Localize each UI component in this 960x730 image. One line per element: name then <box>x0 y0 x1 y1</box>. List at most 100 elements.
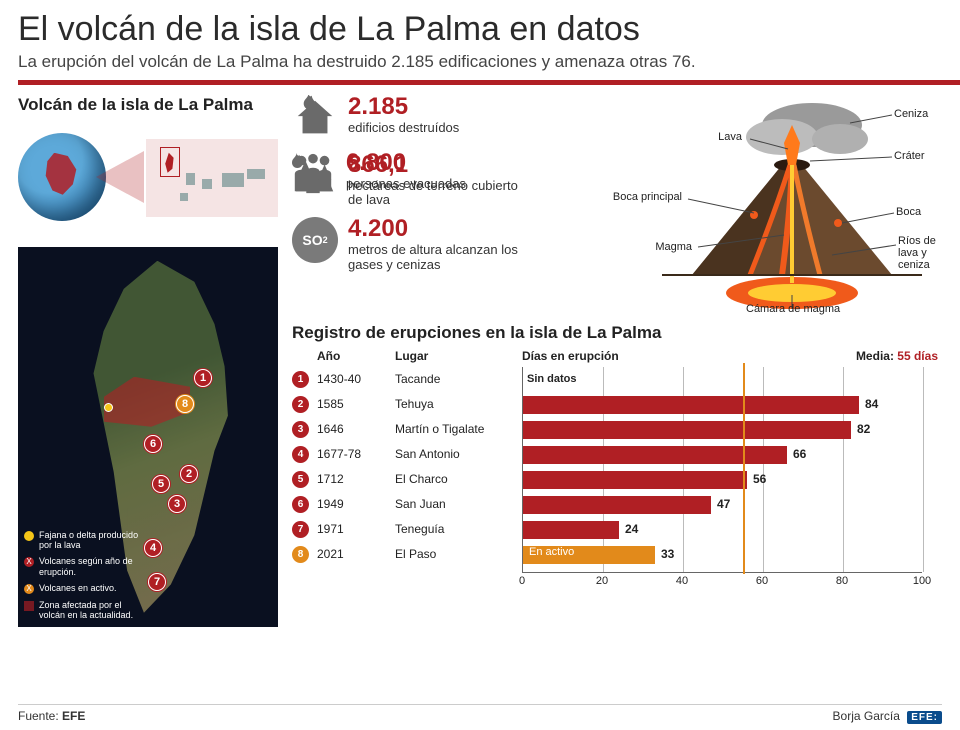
row-place: San Antonio <box>395 447 515 461</box>
row-place: Martín o Tigalate <box>395 422 515 436</box>
diagram-label-camara: Cámara de magma <box>746 303 840 315</box>
la-palma-satellite-map: 18625347 Fajana o delta producido por la… <box>18 247 278 627</box>
mean-line <box>743 363 745 574</box>
chart-heading: Registro de erupciones en la isla de La … <box>292 323 942 343</box>
chart-row: 3 1646Martín o Tigalate <box>292 417 522 442</box>
chart-row: 1 1430-40Tacande <box>292 367 522 392</box>
stat-label: edificios destruídos <box>348 121 459 135</box>
chart-row: 21585Tehuya <box>292 392 522 417</box>
diagram-label-boca: Boca <box>896 206 921 218</box>
chart-row: 51712El Charco <box>292 467 522 492</box>
bar <box>523 521 619 539</box>
so2-icon: SO2 <box>292 217 338 263</box>
volcano-marker: 8 <box>176 395 194 413</box>
bar <box>523 396 859 414</box>
row-bullet: 5 <box>292 471 309 488</box>
source-value: EFE <box>62 709 85 723</box>
col-header-year: Año <box>317 349 395 363</box>
legend-text: Zona afectada por el volcán en la actual… <box>39 600 142 621</box>
author: Borja García <box>833 709 900 723</box>
island-shape <box>186 173 195 185</box>
bar-inline-label: En activo <box>529 546 574 558</box>
row-bullet: 1 <box>292 371 309 388</box>
bar-value-label: 47 <box>717 497 730 511</box>
row-place: Tehuya <box>395 397 515 411</box>
credits: Borja García EFE: <box>833 709 942 724</box>
stat-label: metros de altura alcanzan los gases y ce… <box>348 243 518 272</box>
island-shape <box>222 173 244 187</box>
bar <box>523 446 787 464</box>
canary-islands-inset <box>146 139 278 217</box>
bar <box>523 496 711 514</box>
volcano-diagram: Ceniza Cráter Boca Ríos de lava y ceniza… <box>642 95 942 315</box>
col-header-days: Días en erupción <box>522 349 619 363</box>
x-tick: 0 <box>519 575 525 587</box>
bar-value-label: 24 <box>625 522 638 536</box>
efe-badge: EFE: <box>907 711 942 724</box>
row-bullet: 2 <box>292 396 309 413</box>
col-header-place: Lugar <box>395 349 515 363</box>
footer: Fuente: EFE Borja García EFE: <box>18 704 942 724</box>
diagram-label-boca-principal: Boca principal <box>602 191 682 203</box>
diagram-label-crater: Cráter <box>894 150 925 162</box>
bar-plot: Sin datos848266564724En activo33 <box>522 367 922 573</box>
bar-value-label: 66 <box>793 447 806 461</box>
row-year: 2021 <box>317 547 395 561</box>
stat-value: 866,1 <box>348 153 518 177</box>
chart-bars-panel: Días en erupción Media: 55 días Sin dato… <box>522 347 942 591</box>
volcano-svg <box>642 95 942 315</box>
pointer-triangle <box>96 151 144 203</box>
stat-buildings: 2.185 edificios destruídos <box>292 95 632 141</box>
volcano-marker: 3 <box>168 495 186 513</box>
row-year: 1949 <box>317 497 395 511</box>
volcano-marker: 7 <box>148 573 166 591</box>
stat-gas-height: SO2 4.200 metros de altura alcanzan los … <box>292 217 632 272</box>
legend-dot-fajana <box>24 531 34 541</box>
map-heading: Volcán de la isla de La Palma <box>18 95 278 115</box>
bar-value-label: 33 <box>661 547 674 561</box>
legend-text: Volcanes en activo. <box>39 583 117 593</box>
row-year: 1646 <box>317 422 395 436</box>
row-bullet: 3 <box>292 421 309 438</box>
island-shape <box>202 179 212 189</box>
eruption-chart: Año Lugar 1 1430-40Tacande 21585Tehuya 3 164… <box>292 347 942 591</box>
map-legend: Fajana o delta producido por la lava XVo… <box>24 524 142 621</box>
page-subtitle: La erupción del volcán de La Palma ha de… <box>18 52 942 72</box>
page-title: El volcán de la isla de La Palma en dato… <box>18 12 942 48</box>
volcano-marker: 4 <box>144 539 162 557</box>
row-bullet: 6 <box>292 496 309 513</box>
diagram-label-lava: Lava <box>718 131 742 143</box>
row-year: 1677-78 <box>317 447 395 461</box>
so2-sub: 2 <box>323 235 328 245</box>
row-year: 1971 <box>317 522 395 536</box>
x-tick: 60 <box>756 575 768 587</box>
diagram-label-rios: Ríos de lava y ceniza <box>898 235 958 271</box>
stat-label: hectáreas de terreno cubierto de lava <box>348 179 518 208</box>
chart-row: 61949San Juan <box>292 492 522 517</box>
legend-text: Volcanes según año de erupción. <box>39 556 142 577</box>
bar-value-label: 56 <box>753 472 766 486</box>
x-tick: 40 <box>676 575 688 587</box>
row-year: 1430-40 <box>317 372 395 386</box>
row-bullet: 8 <box>292 546 309 563</box>
fajana-marker <box>104 403 113 412</box>
island-shape <box>247 169 265 179</box>
row-place: Tacande <box>395 372 515 386</box>
stat-value: 4.200 <box>348 217 518 241</box>
x-tick: 100 <box>913 575 931 587</box>
row-bullet: 4 <box>292 446 309 463</box>
bar <box>523 471 747 489</box>
diagram-label-ceniza: Ceniza <box>894 108 928 120</box>
legend-sq-zone <box>24 601 34 611</box>
chart-header-row: Año Lugar <box>292 347 522 367</box>
source: Fuente: EFE <box>18 709 85 724</box>
volcano-marker: 2 <box>180 465 198 483</box>
x-tick: 80 <box>836 575 848 587</box>
x-tick: 20 <box>596 575 608 587</box>
source-label: Fuente: <box>18 709 59 723</box>
so2-text: SO <box>302 232 322 248</box>
header-rule <box>18 80 960 85</box>
row-place: El Paso <box>395 547 515 561</box>
house-fire-icon <box>292 95 338 141</box>
chart-row: 4 1677-78San Antonio <box>292 442 522 467</box>
